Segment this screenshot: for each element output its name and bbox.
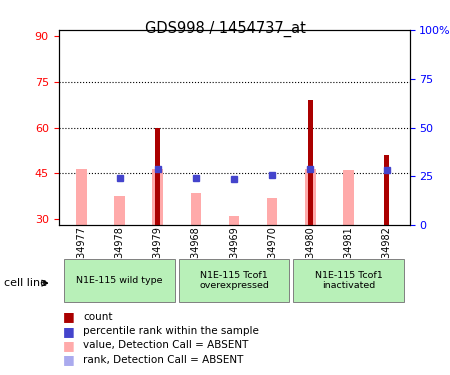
Text: ■: ■	[63, 353, 75, 366]
Bar	[384, 155, 389, 225]
Text: count: count	[83, 312, 113, 322]
Text: value, Detection Call = ABSENT: value, Detection Call = ABSENT	[83, 340, 248, 350]
Text: N1E-115 Tcof1
overexpressed: N1E-115 Tcof1 overexpressed	[199, 271, 269, 290]
Bar	[305, 169, 315, 225]
Bar	[155, 128, 160, 225]
Text: cell line: cell line	[4, 278, 48, 288]
Text: percentile rank within the sample: percentile rank within the sample	[83, 326, 259, 336]
Bar	[308, 100, 313, 225]
Bar	[76, 169, 87, 225]
Text: GDS998 / 1454737_at: GDS998 / 1454737_at	[144, 21, 306, 37]
Bar	[153, 169, 163, 225]
Bar	[190, 193, 201, 225]
Bar	[229, 216, 239, 225]
Text: ■: ■	[63, 339, 75, 352]
Text: ■: ■	[63, 310, 75, 323]
Bar	[64, 259, 175, 302]
Text: rank, Detection Call = ABSENT: rank, Detection Call = ABSENT	[83, 355, 243, 364]
Text: ■: ■	[63, 325, 75, 338]
Bar	[267, 198, 278, 225]
Text: N1E-115 wild type: N1E-115 wild type	[76, 276, 163, 285]
Bar	[114, 196, 125, 225]
Bar	[293, 259, 404, 302]
Bar	[179, 259, 289, 302]
Text: N1E-115 Tcof1
inactivated: N1E-115 Tcof1 inactivated	[315, 271, 382, 290]
Bar	[343, 170, 354, 225]
